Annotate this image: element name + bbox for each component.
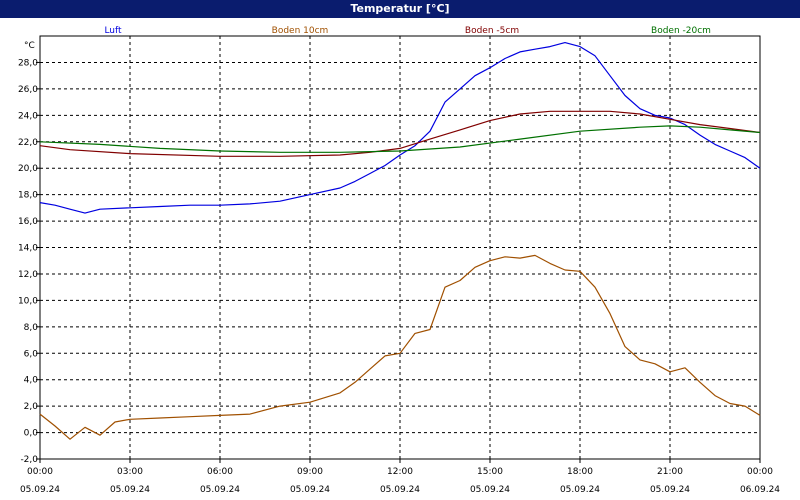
series-line-3	[39, 110, 761, 157]
y-tick-label: 28,0	[18, 58, 38, 68]
y-tick-label: 14,0	[18, 244, 38, 254]
chart-title: Temperatur [°C]	[0, 0, 800, 18]
x-tick-date: 05.09.24	[650, 485, 690, 495]
y-tick-label: 26,0	[18, 85, 38, 95]
y-tick-label: 18,0	[18, 191, 38, 201]
series-lines	[39, 42, 761, 440]
y-tick-label: 10,0	[18, 296, 38, 306]
legend-item-1: Luft	[104, 26, 122, 36]
chart-plot: °C -2,0 0,0 2,0 4,0 6,0 8,0 10,0 12,0 14,0 16,0 18…	[18, 26, 780, 495]
y-tick-label: 24,0	[18, 111, 38, 121]
y-tick-label: 2,0	[24, 402, 39, 412]
x-tick-time: 15:00	[477, 467, 503, 477]
x-tick-date: 05.09.24	[200, 485, 240, 495]
x-tick-time: 09:00	[297, 467, 323, 477]
y-tick-label: 16,0	[18, 217, 38, 227]
x-tick-time: 03:00	[117, 467, 143, 477]
y-tick-label: 0,0	[24, 429, 39, 439]
y-tick-label: 8,0	[24, 323, 39, 333]
legend-item-2: Boden 10cm	[272, 26, 329, 36]
x-tick-time: 06:00	[207, 467, 233, 477]
x-tick-date: 05.09.24	[110, 485, 150, 495]
x-axis-ticks: 00:00 05.09.24 03:00 05.09.24 06:00 05.09.24 0…	[20, 459, 780, 495]
x-tick-date: 05.09.24	[470, 485, 510, 495]
legend: Luft Boden 10cm Boden -5cm Boden -20cm	[104, 26, 711, 36]
grid-lines	[40, 36, 760, 459]
y-tick-label: 6,0	[24, 349, 39, 359]
y-tick-label: 4,0	[24, 376, 39, 386]
y-tick-label: 12,0	[18, 270, 38, 280]
y-tick-label: 22,0	[18, 138, 38, 148]
series-line-1	[39, 42, 761, 214]
legend-item-3: Boden -5cm	[465, 26, 519, 36]
x-tick-time: 18:00	[567, 467, 593, 477]
legend-item-4: Boden -20cm	[651, 26, 711, 36]
x-tick-time: 00:00	[27, 467, 53, 477]
x-tick-date: 05.09.24	[20, 485, 60, 495]
x-tick-time: 12:00	[387, 467, 413, 477]
y-axis-ticks: -2,0 0,0 2,0 4,0 6,0 8,0 10,0 12,0 14,0 16,0 18,0 2…	[18, 58, 40, 465]
x-tick-date: 05.09.24	[560, 485, 600, 495]
x-tick-date: 05.09.24	[290, 485, 330, 495]
y-tick-label: -2,0	[20, 455, 38, 465]
y-tick-label: 20,0	[18, 164, 38, 174]
x-tick-date: 06.09.24	[740, 485, 780, 495]
y-axis-unit: °C	[24, 41, 35, 51]
x-tick-time: 21:00	[657, 467, 683, 477]
series-line-2	[39, 254, 761, 440]
x-tick-date: 05.09.24	[380, 485, 420, 495]
series-line-4	[39, 125, 761, 153]
x-tick-time: 00:00	[747, 467, 773, 477]
